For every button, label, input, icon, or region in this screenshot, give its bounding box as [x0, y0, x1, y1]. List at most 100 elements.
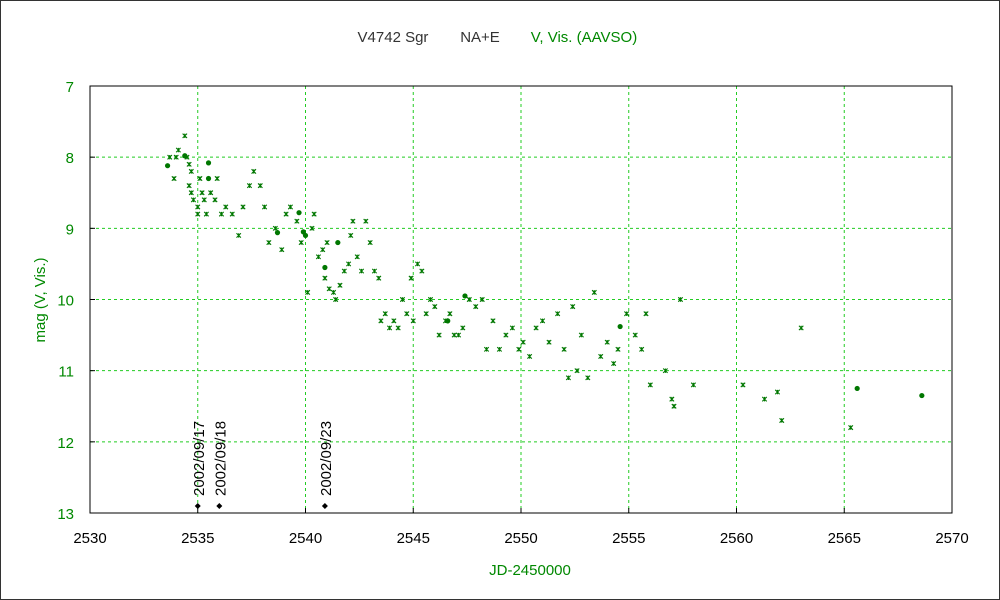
data-point-cross [639, 346, 645, 352]
data-point-cross [341, 268, 347, 274]
data-point-cross [423, 311, 429, 317]
x-tick-label: 2570 [935, 530, 968, 547]
data-point-cross [740, 382, 746, 388]
data-point-dot [854, 385, 860, 392]
data-point-cross [408, 275, 414, 281]
y-tick-label: 7 [66, 79, 74, 96]
data-point-cross [451, 332, 457, 338]
data-point-cross [167, 154, 173, 160]
data-point-cross [320, 247, 326, 253]
data-point-cross [315, 254, 322, 260]
data-point-cross [615, 346, 621, 352]
data-point-cross [212, 197, 218, 203]
data-point-cross [509, 325, 515, 331]
data-point-cross [208, 190, 214, 196]
data-point-cross [643, 311, 649, 317]
x-tick-label: 2550 [504, 530, 537, 547]
data-point-cross [662, 368, 668, 374]
data-point-cross [466, 296, 472, 303]
y-tick-label: 9 [66, 221, 74, 238]
data-point-dot [274, 230, 281, 236]
date-marker-label: 2002/09/17 [191, 421, 208, 496]
data-point-cross [574, 368, 580, 374]
data-point-cross [516, 346, 522, 352]
data-point-cross [419, 268, 425, 274]
data-point-cross [197, 175, 203, 182]
data-point-cross [287, 204, 294, 210]
data-point-cross [203, 211, 209, 217]
chart-title-source: NA+E [460, 29, 500, 46]
data-point-cross [479, 296, 485, 303]
data-point-cross [624, 311, 630, 317]
y-axis-label: mag (V, Vis.) [32, 257, 49, 342]
data-point-cross [546, 339, 552, 345]
data-point-cross [229, 211, 235, 217]
data-point-cross [395, 325, 401, 331]
data-point-cross [333, 296, 339, 303]
data-point-dot [462, 293, 468, 299]
data-point-cross [414, 261, 421, 267]
data-point-cross [565, 375, 571, 381]
x-axis-label: JD-2450000 [489, 562, 571, 579]
data-point-cross [240, 204, 246, 210]
data-point-dot [322, 264, 328, 271]
data-point-cross [218, 211, 225, 217]
date-marker-label: 2002/09/23 [318, 421, 335, 496]
x-axis-ticks: 2530 2535 2540 2545 2550 2555 2560 2565 2570 [73, 508, 969, 547]
data-point-cross [371, 268, 378, 274]
data-point-cross [251, 168, 257, 174]
data-point-cross [460, 325, 466, 331]
data-point-cross [690, 382, 696, 388]
data-point-cross [490, 318, 496, 324]
data-point-cross [188, 168, 194, 174]
data-point-cross [447, 311, 453, 317]
y-tick-label: 13 [57, 506, 74, 523]
data-point-cross [774, 389, 781, 395]
data-point-cross [266, 239, 272, 246]
chart-title-band: V, Vis. (AAVSO) [531, 29, 637, 46]
data-point-cross [598, 353, 604, 360]
y-tick-label: 11 [58, 364, 74, 381]
x-tick-label: 2545 [397, 530, 430, 547]
data-point-dot [617, 323, 623, 330]
data-point-cross [386, 325, 393, 331]
data-point-cross [570, 304, 576, 310]
data-point-cross [223, 204, 229, 210]
data-point-cross [171, 175, 177, 182]
date-marker-point [321, 503, 328, 509]
data-point-cross [432, 304, 438, 310]
data-point-cross [761, 396, 768, 402]
y-tick-label: 8 [66, 150, 74, 167]
data-point-cross [298, 239, 304, 246]
data-point-cross [520, 339, 526, 345]
data-point-cross [279, 247, 285, 253]
data-point-cross [436, 332, 442, 338]
data-point-cross [503, 332, 509, 338]
data-point-cross [404, 311, 410, 317]
data-point-cross [173, 154, 179, 160]
data-point-cross [354, 254, 360, 260]
data-point-cross [184, 154, 190, 160]
data-point-cross [391, 318, 397, 324]
data-point-cross [330, 289, 337, 295]
data-point-cross [473, 304, 479, 310]
data-point-cross [378, 318, 384, 324]
data-point-dot [164, 163, 171, 169]
data-point-cross [585, 375, 591, 381]
x-tick-label: 2560 [720, 530, 753, 547]
data-point-cross [496, 346, 503, 352]
data-point-cross [348, 232, 354, 239]
data-point-cross [382, 311, 388, 317]
data-point-cross [376, 275, 382, 281]
data-point-dot [335, 239, 341, 246]
data-point-cross [246, 183, 253, 189]
data-point-cross [201, 197, 207, 203]
data-point-cross [305, 289, 311, 295]
data-point-cross [671, 403, 677, 409]
chart-title-star: V4742 Sgr [358, 29, 429, 46]
data-point-cross [188, 190, 194, 196]
data-point-cross [527, 353, 533, 360]
data-point-cross [337, 282, 343, 288]
date-marker-label: 2002/09/18 [212, 421, 229, 496]
data-point-dot [302, 232, 309, 239]
